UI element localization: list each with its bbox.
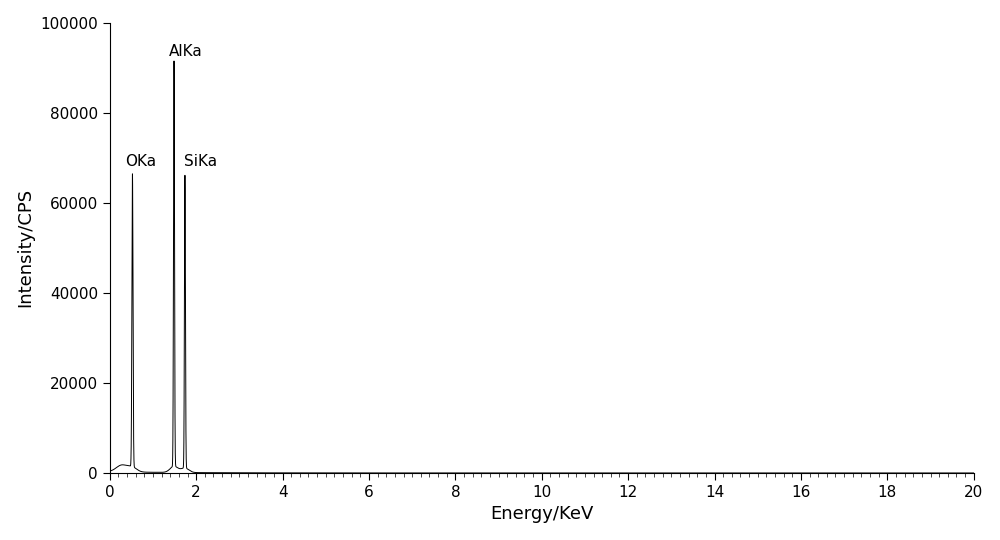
Y-axis label: Intensity/CPS: Intensity/CPS bbox=[17, 188, 35, 307]
Text: AlKa: AlKa bbox=[169, 44, 202, 59]
Text: SiKa: SiKa bbox=[184, 154, 217, 169]
Text: OKa: OKa bbox=[125, 154, 156, 169]
X-axis label: Energy/KeV: Energy/KeV bbox=[490, 505, 593, 523]
